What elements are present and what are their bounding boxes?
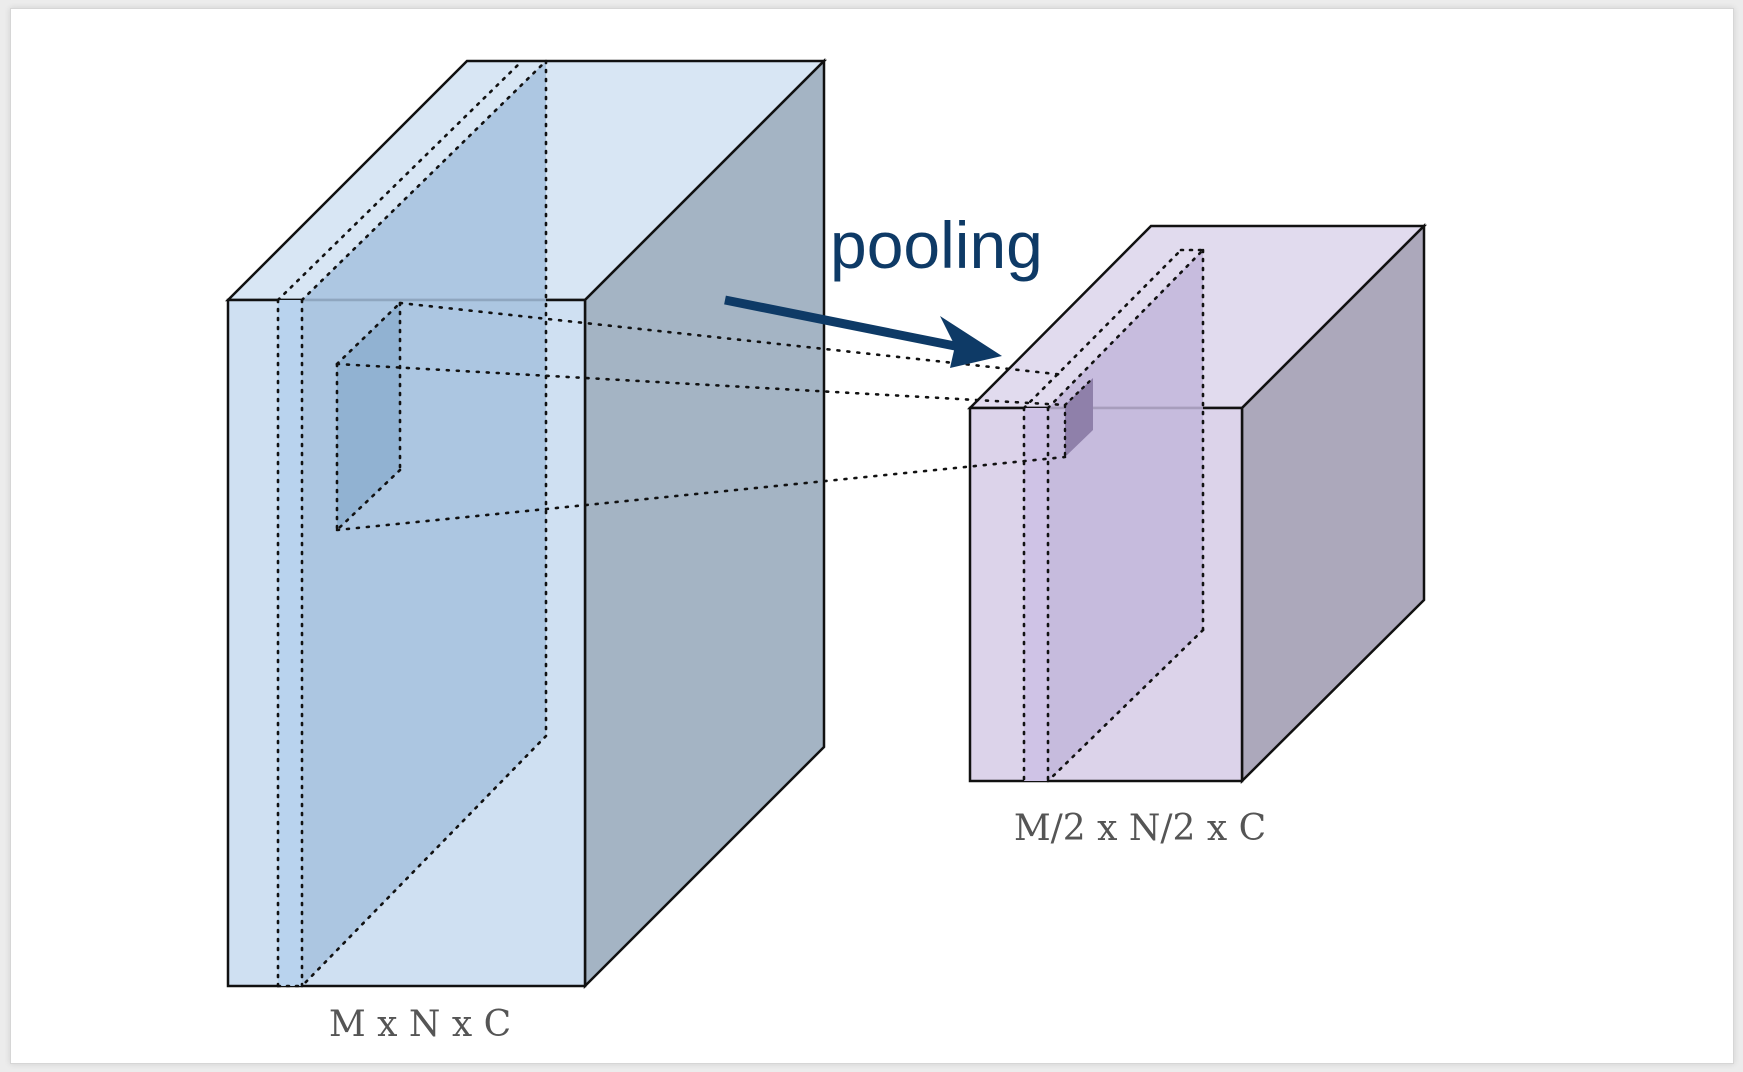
output-volume (966, 222, 1428, 785)
output-front-strip (1024, 408, 1048, 781)
pooling-label: pooling (830, 208, 1043, 282)
input-window-outline (335, 301, 402, 532)
input-channel-slice (302, 61, 546, 986)
output-cell-outline (1063, 376, 1095, 459)
output-pooled-cell (1065, 378, 1093, 457)
output-dimension-label: M/2 x N/2 x C (1014, 808, 1266, 849)
pooling-arrow (724, 295, 1002, 368)
input-volume (224, 57, 828, 990)
projection-lines (335, 301, 1067, 532)
input-front-strip (278, 300, 302, 986)
input-dimension-label: M x N x C (329, 1004, 511, 1045)
input-pooling-window (337, 303, 400, 530)
output-slice-outline (1022, 248, 1205, 783)
input-slice-outline (276, 59, 548, 988)
output-channel-slice (1048, 250, 1203, 781)
